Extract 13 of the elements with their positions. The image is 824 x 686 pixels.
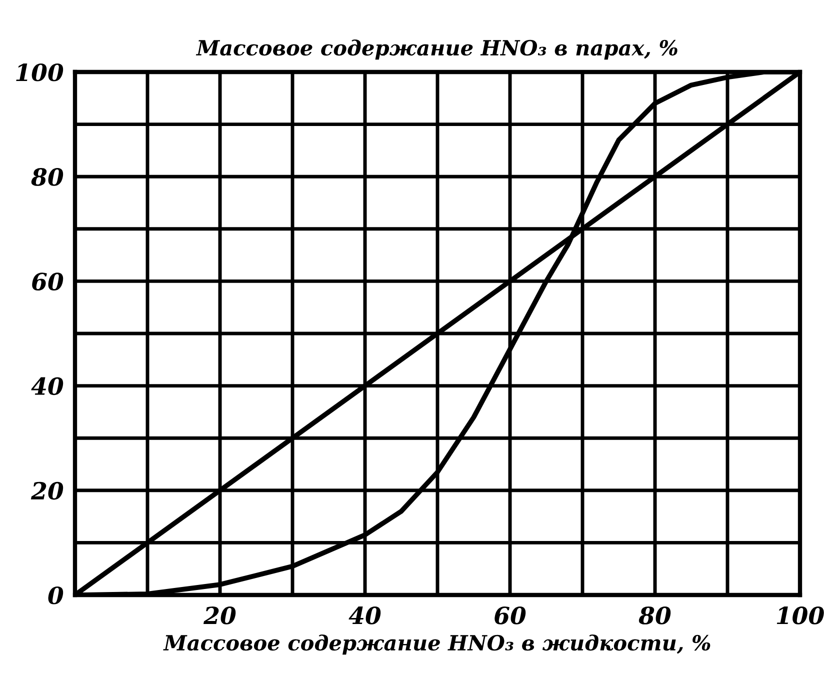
x-axis-title: Массовое содержание HNO₃ в жидкости, %	[163, 634, 710, 655]
x-tick-label: 100	[776, 606, 824, 624]
y-axis-title: Массовое содержание HNO₃ в парах, %	[196, 40, 678, 60]
x-tick-label: 40	[348, 606, 381, 624]
y-tick-label: 60	[32, 272, 64, 291]
y-tick-label: 80	[31, 168, 64, 186]
y-tick-label: 0	[48, 586, 64, 604]
y-tick-label: 100	[16, 63, 64, 82]
x-tick-label: 20	[203, 606, 236, 624]
y-tick-label: 20	[30, 482, 64, 500]
x-tick-label: 80	[638, 606, 671, 624]
y-tick-label: 40	[31, 377, 64, 396]
x-tick-label: 60	[494, 606, 526, 624]
